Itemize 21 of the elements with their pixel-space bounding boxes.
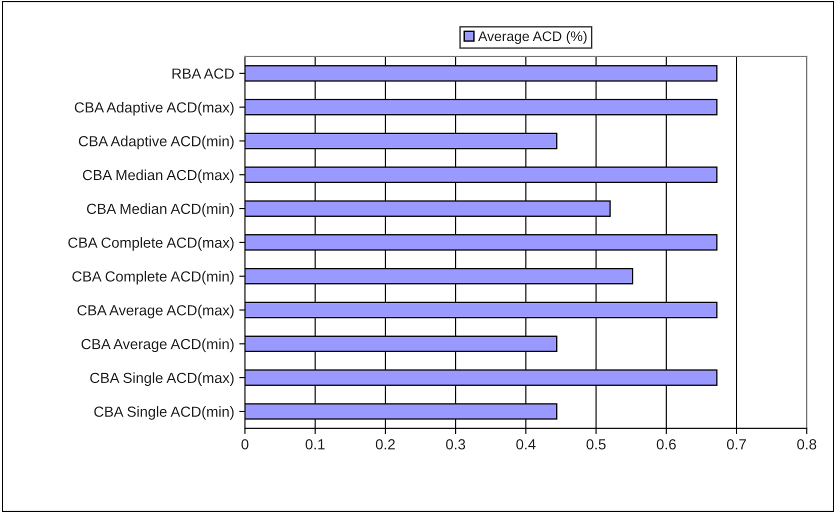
- x-tick-label: 0.1: [306, 439, 325, 450]
- x-tick-label: 0.2: [376, 439, 395, 450]
- x-tick-label: 0.3: [446, 439, 466, 450]
- legend-label: Average ACD (%): [478, 30, 587, 44]
- y-tick-label: CBA Median ACD(min): [86, 203, 234, 217]
- y-tick-label: CBA Median ACD(max): [82, 169, 234, 184]
- x-tick-label: 0.4: [516, 439, 536, 450]
- y-tick-label: RBA ACD: [172, 68, 234, 79]
- y-tick-label: CBA Single ACD(max): [90, 372, 234, 386]
- x-tick-label: 0.5: [586, 439, 606, 450]
- y-tick-label: CBA Complete ACD(max): [68, 237, 234, 251]
- y-tick-label: CBA Adaptive ACD(max): [74, 102, 234, 116]
- y-tick-label: CBA Single ACD(min): [94, 406, 234, 420]
- y-tick-label: CBA Adaptive ACD(min): [78, 136, 234, 150]
- x-tick-label: 0.8: [797, 439, 816, 450]
- x-tick-label: 0.7: [726, 439, 746, 450]
- y-tick-label: CBA Average ACD(min): [82, 338, 234, 352]
- x-tick-label: 0: [241, 439, 248, 450]
- y-tick-label: CBA Average ACD(max): [77, 304, 234, 318]
- x-tick-label: 0.6: [656, 439, 676, 450]
- y-tick-label: CBA Complete ACD(min): [72, 270, 234, 285]
